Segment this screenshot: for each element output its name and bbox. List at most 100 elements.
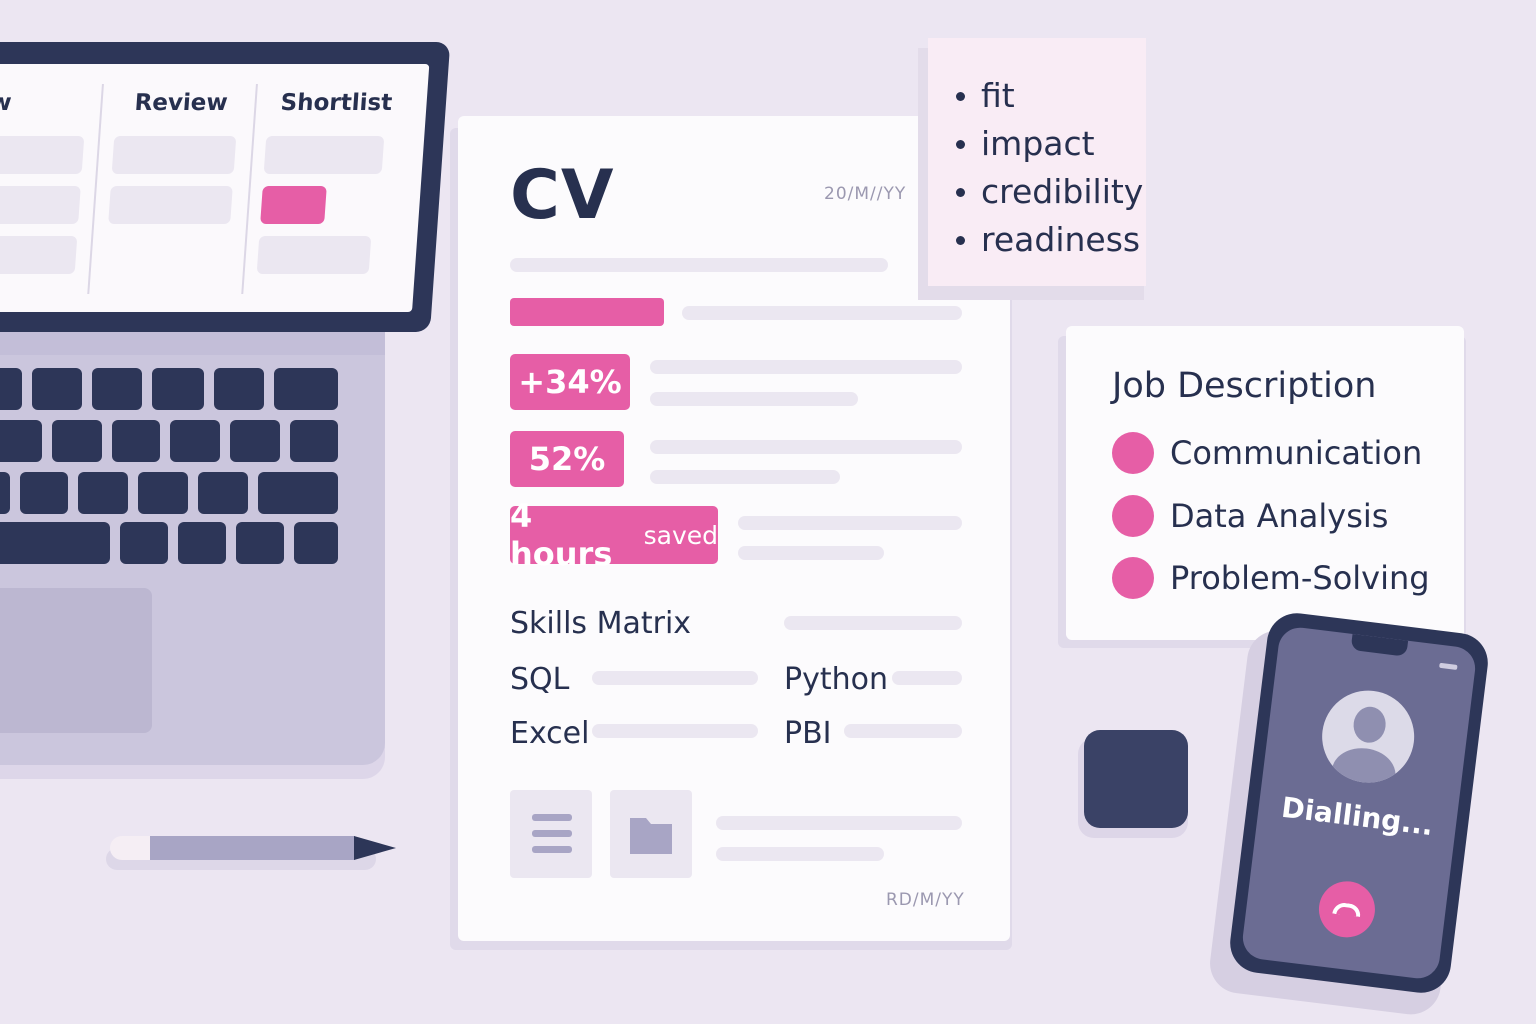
kanban-card[interactable] xyxy=(108,186,233,224)
laptop-screen: ew Review Shortlist xyxy=(0,64,430,312)
skill-level-bar xyxy=(592,724,758,738)
kanban-card[interactable] xyxy=(0,236,78,274)
requirement-item: Communication xyxy=(1112,432,1422,474)
requirement-label: Communication xyxy=(1170,434,1423,472)
phone-notch xyxy=(1350,633,1409,657)
cv-date-top: 20/M//YY xyxy=(824,184,907,204)
column-divider xyxy=(87,84,104,294)
column-divider xyxy=(241,84,258,294)
kanban-card[interactable] xyxy=(256,236,372,274)
keyboard-key xyxy=(0,368,22,410)
keyboard-key xyxy=(20,472,68,514)
job-description-title: Job Description xyxy=(1112,366,1377,406)
bullet-dot-icon xyxy=(1112,557,1154,599)
text-line xyxy=(650,360,962,374)
cv-title: CV xyxy=(510,156,615,235)
bullet-dot-icon xyxy=(1112,432,1154,474)
kanban-card[interactable] xyxy=(263,136,385,174)
folder-icon xyxy=(630,818,672,854)
highlight-bar xyxy=(510,298,664,326)
folder-attachment[interactable] xyxy=(610,790,692,878)
sticky-note: fit impact credibility readiness xyxy=(928,38,1146,286)
keyboard-key xyxy=(214,368,264,410)
kanban-card[interactable] xyxy=(0,186,81,224)
keyboard-key xyxy=(290,420,338,462)
kanban-card[interactable] xyxy=(111,136,237,174)
battery-icon xyxy=(1439,662,1458,670)
metric-value: +34% xyxy=(518,363,622,401)
skill-label: Python xyxy=(784,662,888,697)
keyboard-key xyxy=(32,368,82,410)
keyboard-key xyxy=(0,472,10,514)
text-line xyxy=(650,392,858,406)
keyboard-key xyxy=(52,420,102,462)
skill-label: PBI xyxy=(784,716,832,751)
note-item: readiness xyxy=(954,216,1146,264)
kanban-card-highlighted[interactable] xyxy=(260,186,327,224)
text-line xyxy=(784,616,962,630)
keyboard-key xyxy=(294,522,338,564)
kanban-card[interactable] xyxy=(0,136,85,174)
requirement-label: Data Analysis xyxy=(1170,497,1389,535)
keyboard-key xyxy=(170,420,220,462)
requirement-item: Problem-Solving xyxy=(1112,557,1430,599)
laptop-trackpad xyxy=(0,588,152,733)
document-lines-icon xyxy=(532,814,572,853)
pencil-icon xyxy=(150,836,355,860)
note-item: credibility xyxy=(954,168,1146,216)
skill-level-bar xyxy=(844,724,962,738)
job-description-card: Job Description Communication Data Analy… xyxy=(1066,326,1464,640)
note-item: fit xyxy=(954,72,1146,120)
keyboard-key xyxy=(112,420,160,462)
square-widget xyxy=(1084,730,1188,828)
metric-suffix: saved xyxy=(643,520,718,550)
text-line xyxy=(510,258,888,272)
column-title-review: Review xyxy=(133,90,229,116)
avatar-icon xyxy=(1316,685,1420,788)
skill-level-bar xyxy=(892,671,962,685)
metric-value: 4 hours xyxy=(510,497,613,573)
bullet-dot-icon xyxy=(1112,495,1154,537)
keyboard-key xyxy=(0,420,42,462)
phone: Dialling... xyxy=(1226,609,1492,997)
keyboard-key xyxy=(78,472,128,514)
keyboard-key xyxy=(138,472,188,514)
text-line xyxy=(716,847,884,861)
column-title-shortlist: Shortlist xyxy=(279,90,394,116)
skills-matrix-title: Skills Matrix xyxy=(510,606,692,641)
pencil-eraser xyxy=(110,836,152,860)
document-attachment[interactable] xyxy=(510,790,592,878)
skill-level-bar xyxy=(592,671,758,685)
keyboard-key xyxy=(198,472,248,514)
requirement-label: Problem-Solving xyxy=(1170,559,1430,597)
note-item: impact xyxy=(954,120,1146,168)
call-status: Dialling... xyxy=(1279,790,1436,843)
skill-label: SQL xyxy=(510,662,570,697)
requirement-item: Data Analysis xyxy=(1112,495,1388,537)
pencil-tip xyxy=(354,836,396,860)
metric-badge-percent: 52% xyxy=(510,431,624,487)
keyboard-key xyxy=(258,472,338,514)
keyboard-key xyxy=(274,368,338,410)
text-line xyxy=(682,306,962,320)
metric-value: 52% xyxy=(528,440,606,478)
text-line xyxy=(716,816,962,830)
text-line xyxy=(738,546,884,560)
keyboard-key xyxy=(178,522,226,564)
keyboard-key xyxy=(230,420,280,462)
keyboard-key xyxy=(0,522,110,564)
text-line xyxy=(650,440,962,454)
cv-date-bottom: RD/M/YY xyxy=(886,890,965,910)
hang-up-icon xyxy=(1332,901,1362,917)
phone-screen: Dialling... xyxy=(1240,625,1478,981)
hang-up-button[interactable] xyxy=(1315,878,1379,941)
text-line xyxy=(650,470,840,484)
text-line xyxy=(738,516,962,530)
keyboard-key xyxy=(120,522,168,564)
skill-label: Excel xyxy=(510,716,590,751)
metric-badge-time-saved: 4 hours saved xyxy=(510,497,718,573)
metric-badge-increase: +34% xyxy=(510,354,630,410)
keyboard-key xyxy=(92,368,142,410)
keyboard-key xyxy=(236,522,284,564)
keyboard-key xyxy=(152,368,204,410)
